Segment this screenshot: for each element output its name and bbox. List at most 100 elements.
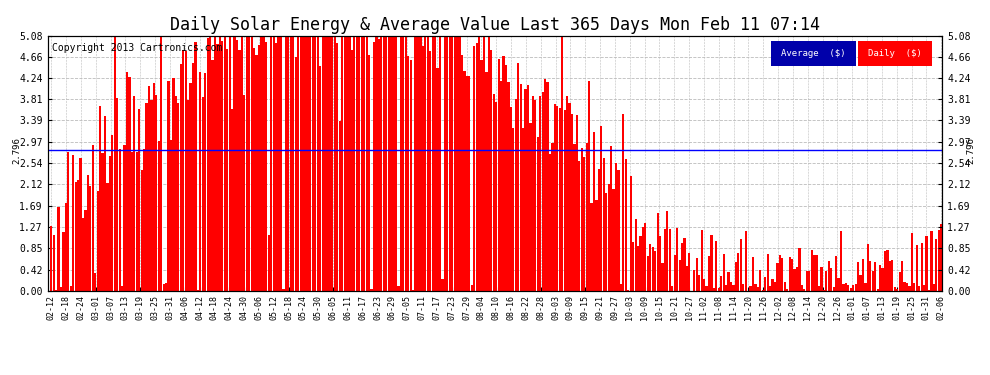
Bar: [74, 182, 77, 291]
Bar: [199, 72, 201, 291]
Bar: [212, 60, 214, 291]
Bar: [348, 36, 350, 291]
Bar: [668, 230, 671, 291]
Bar: [864, 283, 866, 291]
Bar: [363, 36, 365, 291]
Bar: [906, 283, 908, 291]
Bar: [886, 250, 889, 291]
Bar: [918, 286, 921, 291]
Bar: [676, 228, 678, 291]
Bar: [131, 152, 133, 291]
Bar: [651, 247, 653, 291]
Bar: [69, 286, 72, 291]
Bar: [373, 42, 375, 291]
Bar: [160, 36, 162, 291]
Bar: [99, 106, 101, 291]
Bar: [248, 36, 250, 291]
Bar: [157, 141, 159, 291]
Bar: [204, 73, 206, 291]
Bar: [608, 184, 610, 291]
Bar: [332, 36, 334, 291]
Bar: [884, 251, 886, 291]
Bar: [255, 55, 257, 291]
Bar: [730, 282, 732, 291]
Bar: [537, 137, 539, 291]
Bar: [551, 143, 553, 291]
Bar: [453, 36, 455, 291]
Bar: [290, 36, 292, 291]
Bar: [923, 285, 926, 291]
Bar: [136, 152, 138, 291]
Bar: [723, 254, 725, 291]
Bar: [84, 210, 86, 291]
Bar: [784, 282, 786, 291]
Bar: [881, 268, 884, 291]
Bar: [241, 37, 243, 291]
Bar: [342, 36, 344, 291]
Bar: [360, 36, 362, 291]
Bar: [847, 285, 849, 291]
Bar: [180, 64, 182, 291]
Bar: [858, 41, 932, 66]
Bar: [844, 283, 847, 291]
Bar: [194, 42, 197, 291]
Bar: [314, 36, 317, 291]
Bar: [339, 121, 341, 291]
Bar: [392, 36, 395, 291]
Bar: [270, 36, 272, 291]
Bar: [422, 46, 424, 291]
Bar: [295, 57, 297, 291]
Bar: [226, 50, 229, 291]
Bar: [635, 219, 637, 291]
Bar: [517, 63, 520, 291]
Bar: [656, 213, 658, 291]
Bar: [505, 65, 507, 291]
Bar: [615, 163, 617, 291]
Bar: [566, 96, 568, 291]
Bar: [344, 36, 346, 291]
Bar: [525, 89, 527, 291]
Bar: [420, 36, 422, 291]
Bar: [119, 149, 121, 291]
Bar: [116, 98, 119, 291]
Bar: [869, 261, 871, 291]
Bar: [490, 50, 492, 291]
Bar: [909, 286, 911, 291]
Bar: [642, 227, 644, 291]
Bar: [603, 158, 605, 291]
Bar: [368, 56, 370, 291]
Bar: [355, 36, 358, 291]
Bar: [134, 96, 136, 291]
Bar: [938, 230, 940, 291]
Bar: [659, 236, 661, 291]
Bar: [79, 158, 81, 291]
Bar: [540, 96, 542, 291]
Bar: [613, 189, 615, 291]
Bar: [573, 144, 575, 291]
Bar: [532, 96, 534, 291]
Bar: [706, 286, 708, 291]
Bar: [285, 36, 287, 291]
Bar: [879, 265, 881, 291]
Bar: [231, 109, 234, 291]
Bar: [417, 36, 419, 291]
Bar: [470, 285, 473, 291]
Bar: [816, 255, 818, 291]
Bar: [162, 284, 164, 291]
Bar: [759, 270, 761, 291]
Bar: [101, 153, 104, 291]
Bar: [312, 36, 314, 291]
Text: 2.796: 2.796: [13, 137, 22, 164]
Bar: [610, 146, 612, 291]
Bar: [94, 273, 96, 291]
Bar: [661, 263, 663, 291]
Bar: [818, 286, 820, 291]
Bar: [801, 285, 803, 291]
Bar: [219, 36, 221, 291]
Bar: [671, 286, 673, 291]
Bar: [520, 84, 522, 291]
Bar: [370, 289, 372, 291]
Bar: [811, 251, 813, 291]
Bar: [630, 176, 632, 291]
Bar: [558, 108, 561, 291]
